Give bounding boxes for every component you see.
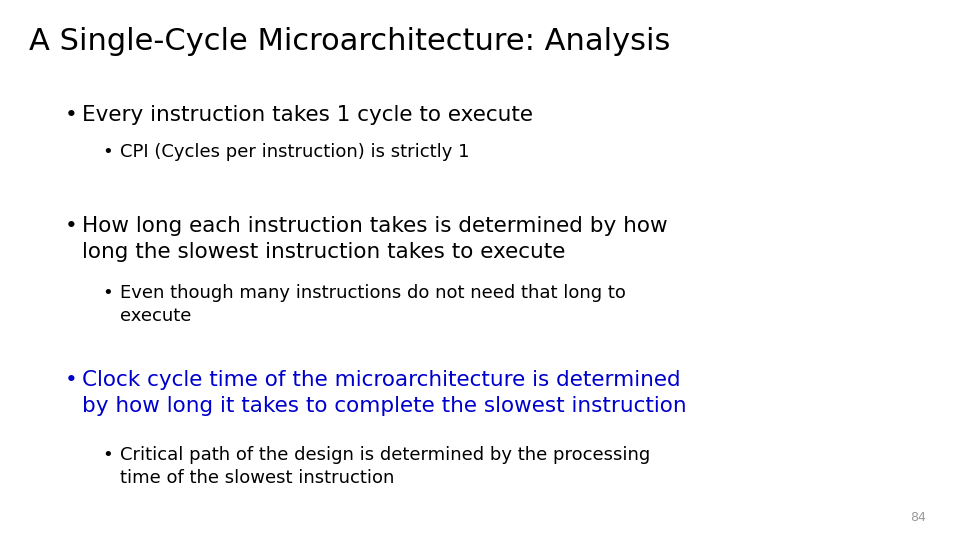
Text: Even though many instructions do not need that long to
execute: Even though many instructions do not nee… — [120, 284, 626, 325]
Text: •: • — [64, 105, 77, 125]
Text: 84: 84 — [910, 511, 926, 524]
Text: Clock cycle time of the microarchitecture is determined
by how long it takes to : Clock cycle time of the microarchitectur… — [82, 370, 686, 416]
Text: How long each instruction takes is determined by how
long the slowest instructio: How long each instruction takes is deter… — [82, 216, 667, 262]
Text: •: • — [64, 216, 77, 236]
Text: CPI (Cycles per instruction) is strictly 1: CPI (Cycles per instruction) is strictly… — [120, 143, 469, 161]
Text: •: • — [64, 370, 77, 390]
Text: A Single-Cycle Microarchitecture: Analysis: A Single-Cycle Microarchitecture: Analys… — [29, 27, 670, 56]
Text: •: • — [103, 446, 113, 463]
Text: •: • — [103, 284, 113, 301]
Text: Critical path of the design is determined by the processing
time of the slowest : Critical path of the design is determine… — [120, 446, 650, 487]
Text: •: • — [103, 143, 113, 161]
Text: Every instruction takes 1 cycle to execute: Every instruction takes 1 cycle to execu… — [82, 105, 533, 125]
